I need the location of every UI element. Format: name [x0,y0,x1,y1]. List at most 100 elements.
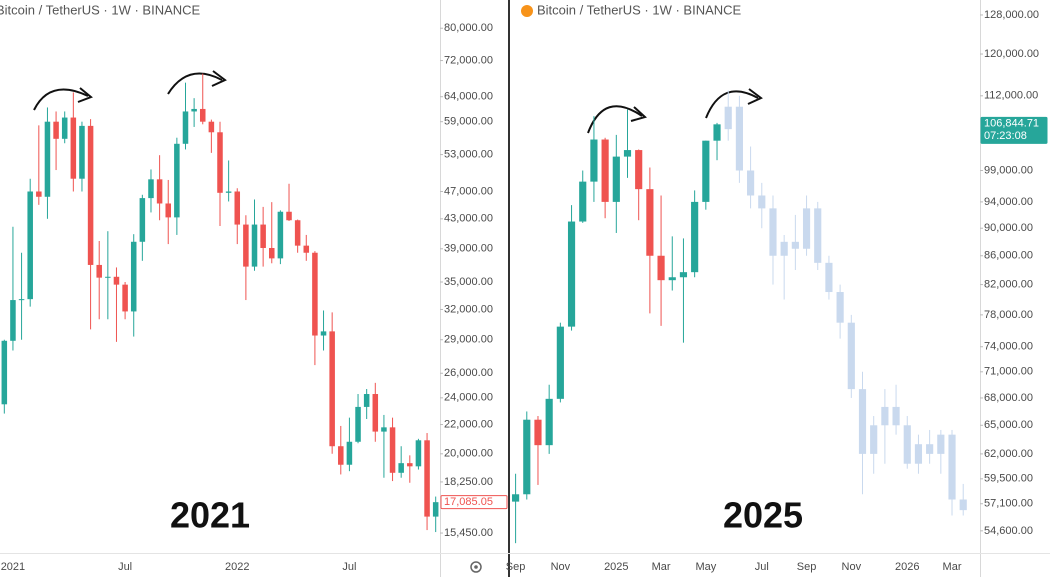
x-tick-label: May [695,561,716,573]
candle-body [937,434,945,454]
candle-body [612,156,620,202]
candle-body [225,191,232,193]
y-tick-label: 18,250.00 [444,476,493,488]
candle-body [926,444,934,454]
arrow-head [747,88,763,105]
x-tick-label: Nov [551,561,571,573]
candle-body [174,143,180,218]
candle-body [286,211,292,221]
candle-body [646,189,654,256]
price-marker-label: 106,844.71 [984,118,1039,130]
candle-body [657,255,665,281]
candle-body [156,179,163,204]
x-tick-label: Jul [755,561,769,573]
x-tick-label: 2022 [225,561,249,573]
arrow [705,90,759,119]
y-tick-label: 71,000.00 [984,366,1033,378]
y-tick-label: 99,000.00 [984,164,1033,176]
y-tick-label: 15,450.00 [444,527,493,539]
candle-body [363,394,370,407]
candle-body [36,191,42,197]
y-tick-label: 32,000.00 [444,303,493,315]
candle-body [243,224,249,267]
candle-body [27,191,33,300]
candle-body [623,150,632,157]
candle-body [407,463,413,467]
candle-body [148,179,154,199]
y-tick-label: 78,000.00 [984,309,1033,321]
y-tick-label: 82,000.00 [984,278,1033,290]
candle-body [70,117,77,179]
candle-body [105,276,111,278]
y-tick-label: 65,000.00 [984,419,1033,431]
candle-body [713,124,721,141]
candle-body [668,277,676,281]
candle-series [512,109,721,544]
y-tick-label: 80,000.00 [444,22,493,34]
y-tick-label: 57,100.00 [984,498,1033,510]
y-tick-label: 43,000.00 [444,213,493,225]
arrow [587,105,643,134]
candle-body [847,322,855,390]
candle-body [758,195,766,209]
x-tick-label: Sep [506,561,526,573]
chart-title: Bitcoin / TetherUS · 1W · BINANCE [537,2,742,17]
candle-body [320,331,327,336]
y-tick-label: 54,600.00 [984,525,1033,537]
candle-body [260,224,266,248]
candle-body [914,444,923,464]
arrows [33,70,763,134]
y-tick-label: 74,000.00 [984,341,1033,353]
candle-body [735,106,743,171]
watermark: 2021 [170,495,250,536]
candle-body [381,427,387,432]
x-tick-label: Jul [118,561,132,573]
y-tick-label: 20,000.00 [444,448,493,460]
candle-body [165,203,171,218]
candle-body [346,441,353,465]
settings-icon[interactable] [470,561,482,573]
candle-body [959,499,967,511]
y-tick-label: 120,000.00 [984,48,1039,60]
candle-body [590,139,598,182]
y-tick-label: 64,000.00 [444,91,493,103]
candle-body [424,440,430,517]
arrow [167,72,223,95]
arrow-head [630,106,648,122]
candle-body [780,241,788,256]
candle-body [858,389,867,454]
candle-body [277,211,284,259]
y-tick-label: 72,000.00 [444,54,493,66]
candle-body [724,106,732,130]
candle-body [679,272,688,278]
y-tick-label: 62,000.00 [984,448,1033,460]
candle-body [139,198,146,242]
candle-body [303,245,310,253]
candle-body [269,247,275,259]
candle-body [61,117,68,139]
price-marker [440,495,508,510]
price-marker-label: 17,085.05 [444,496,493,508]
price-marker [980,116,1048,144]
y-tick-label: 29,000.00 [444,334,493,346]
candle-body [208,121,215,133]
candle-body [870,425,878,454]
y-tick-label: 22,000.00 [444,418,493,430]
y-tick-label: 47,000.00 [444,185,493,197]
candle-body [44,121,51,197]
watermark: 2025 [723,495,803,536]
y-tick-label: 68,000.00 [984,392,1033,404]
candle-body [512,494,520,502]
candle-body [567,221,576,327]
bitcoin-icon [521,5,533,17]
arrow [33,88,89,111]
candle-body [217,132,223,193]
candle-body [389,427,396,473]
arrow-head [77,87,93,103]
y-tick-label: 59,500.00 [984,473,1033,485]
candle-body [825,262,833,293]
candle-body [892,406,900,426]
x-tick-label: Sep [797,561,817,573]
y-tick-label: 90,000.00 [984,222,1033,234]
